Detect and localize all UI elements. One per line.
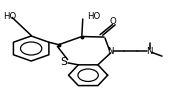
Text: N: N xyxy=(146,47,153,56)
Text: S: S xyxy=(61,57,67,67)
Text: HO: HO xyxy=(4,12,17,21)
Text: O: O xyxy=(110,17,116,26)
Text: HO: HO xyxy=(87,12,100,21)
Text: N: N xyxy=(107,47,114,56)
